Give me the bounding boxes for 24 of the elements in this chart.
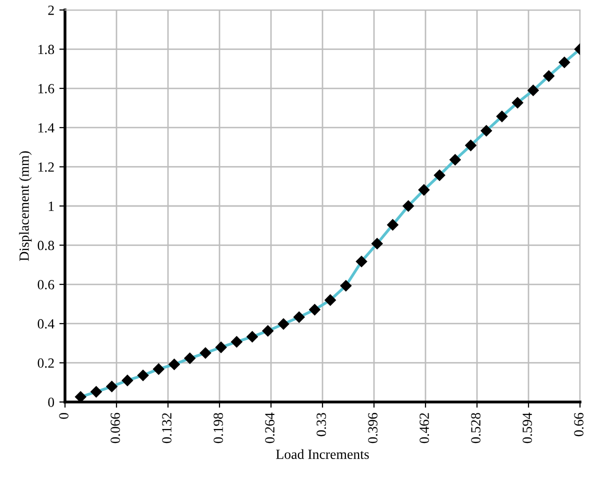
y-tick-label: 1.6 <box>38 84 54 94</box>
y-axis-title: Displacement (mm) <box>19 151 32 261</box>
y-tick-label: 0.6 <box>38 280 54 290</box>
x-tick-label: 0.198 <box>214 412 224 444</box>
x-axis-title: Load Increments <box>276 449 369 459</box>
y-tick-label: 0.8 <box>38 240 54 250</box>
x-tick-label: 0.264 <box>265 412 275 444</box>
y-tick-label: 0 <box>48 398 54 407</box>
y-tick-label: 1.2 <box>38 162 54 172</box>
y-tick-label: 2 <box>48 6 54 15</box>
x-tick-label: 0.66 <box>574 412 584 436</box>
y-tick-label: 1.8 <box>38 44 54 54</box>
y-tick-label: 1.4 <box>38 123 54 133</box>
x-tick-label: 0 <box>59 412 68 419</box>
x-tick-label: 0.594 <box>522 412 532 444</box>
y-tick-label: 1 <box>48 202 54 211</box>
x-tick-label: 0.396 <box>368 412 378 444</box>
y-tick-label: 0.2 <box>38 358 54 368</box>
y-tick-label: 0.4 <box>38 319 54 329</box>
x-tick-label: 0.462 <box>420 413 430 444</box>
x-tick-label: 0.33 <box>316 412 326 436</box>
x-tick-label: 0.528 <box>471 412 481 444</box>
x-tick-label: 0.132 <box>162 413 172 444</box>
x-tick-label: 0.066 <box>110 412 120 444</box>
